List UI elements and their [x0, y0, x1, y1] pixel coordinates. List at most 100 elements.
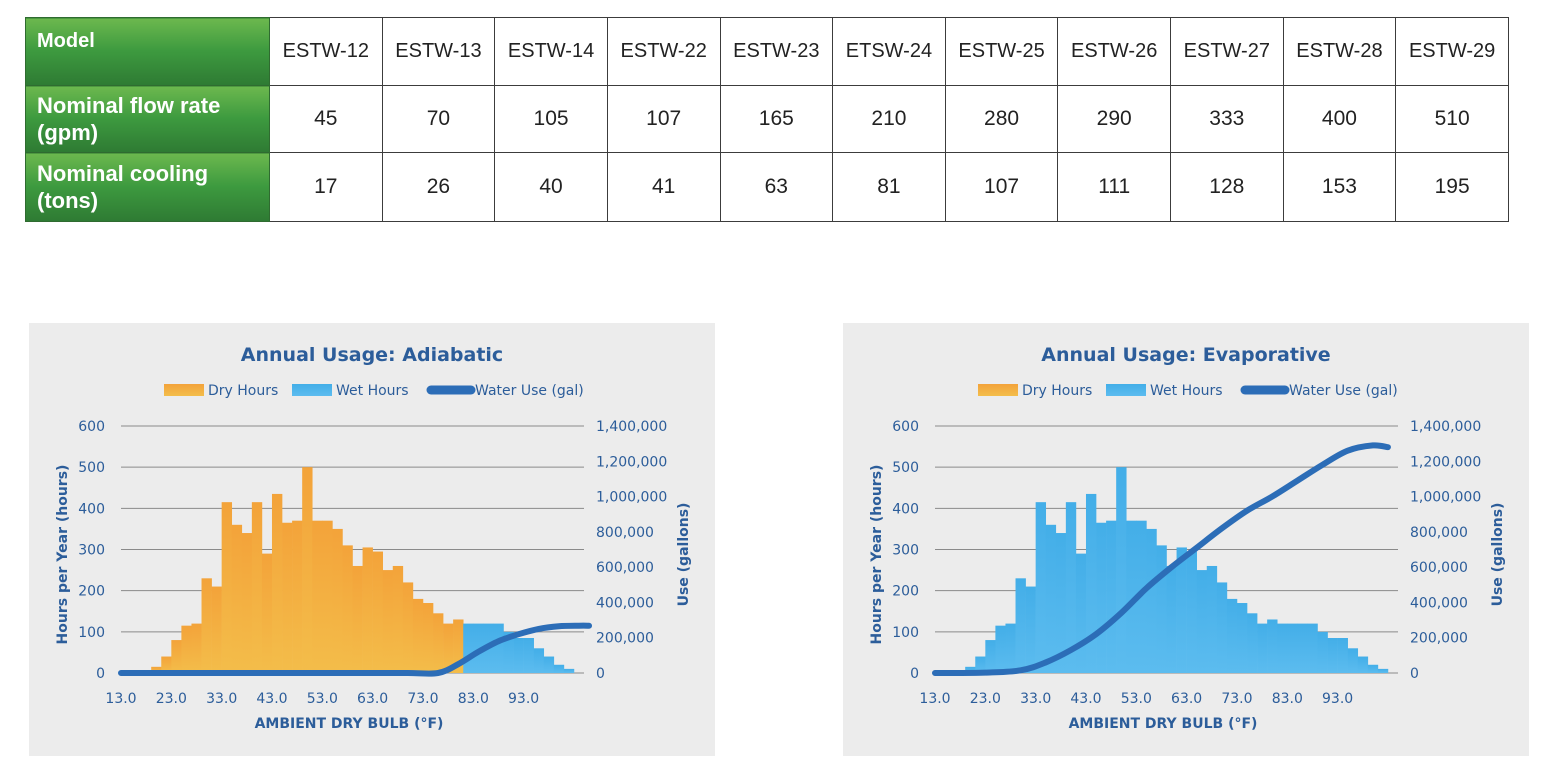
cooling-cell: 195	[1395, 152, 1509, 222]
model-cell: ETSW-24	[832, 17, 946, 86]
wet-hours-bar	[1025, 586, 1036, 673]
model-cell: ESTW-26	[1057, 17, 1171, 86]
dry-hours-bar	[443, 623, 454, 673]
dry-hours-bar	[231, 524, 243, 673]
dry-hours-bar	[251, 502, 263, 673]
y2-tick-label: 400,000	[1410, 595, 1468, 611]
y-tick-label: 0	[96, 666, 105, 682]
y2-tick-label: 0	[1410, 666, 1419, 682]
y-tick-label: 500	[892, 460, 919, 476]
y2-tick-label: 800,000	[596, 525, 654, 541]
wet-hours-bar	[1337, 638, 1348, 673]
wet-hours-bar	[1327, 638, 1338, 673]
x-tick-label: 93.0	[1322, 691, 1353, 707]
x-tick-label: 13.0	[919, 691, 950, 707]
dry-hours-bar	[433, 613, 444, 673]
legend-water-use: Water Use (gal)	[475, 383, 584, 399]
wet-hours-bar	[1005, 623, 1016, 673]
wet-hours-bar	[1247, 613, 1258, 673]
cooling-cell: 153	[1282, 152, 1397, 222]
dry-hours-bar	[382, 570, 394, 673]
wet-hours-bar	[1347, 648, 1359, 673]
y2-axis-label: Use (gallons)	[676, 503, 692, 607]
y2-tick-label: 600,000	[1410, 560, 1468, 576]
cooling-cell: 63	[719, 152, 834, 222]
wet-hours-bar	[1096, 522, 1107, 673]
model-cell: ESTW-13	[381, 17, 496, 86]
dry-hours-bar	[221, 502, 233, 673]
dry-hours-bar	[362, 547, 373, 673]
wet-hours-bar	[533, 648, 545, 673]
legend-wet-hours: Wet Hours	[336, 383, 409, 399]
chart-adiabatic: Annual Usage: Adiabatic Dry Hours Wet Hour…	[29, 323, 715, 756]
x-tick-label: 73.0	[407, 691, 438, 707]
wet-hours-bar	[1226, 598, 1238, 673]
wet-hours-bar	[1287, 623, 1298, 673]
wet-hours-bar	[1055, 533, 1067, 673]
flow-rate-cell: 280	[944, 85, 1059, 153]
wet-hours-bar	[493, 623, 504, 673]
wet-hours-bar	[543, 656, 555, 673]
wet-hours-bar	[1085, 493, 1097, 673]
wet-hours-bar	[1156, 545, 1167, 673]
chart-title: Annual Usage: Adiabatic	[241, 344, 503, 366]
chart-evaporative-svg: Annual Usage: Evaporative Dry Hours Wet Ho…	[869, 344, 1506, 732]
x-tick-label: 83.0	[1272, 691, 1303, 707]
row-header-flow-rate: Nominal flow rate (gpm)	[25, 85, 270, 153]
cooling-cell: 40	[494, 152, 608, 222]
dry-hours-bar	[261, 553, 273, 673]
dry-hours-bar	[402, 582, 414, 673]
dry-hours-bar	[201, 578, 212, 673]
x-tick-label: 43.0	[1070, 691, 1101, 707]
wet-hours-bar	[1206, 565, 1218, 673]
wet-hours-bar	[1377, 668, 1389, 673]
model-specs-table: Model ESTW-12 ESTW-13 ESTW-14 ESTW-22 ES…	[25, 17, 1509, 222]
wet-hours-bar	[1176, 547, 1187, 673]
dry-hours-bar	[292, 520, 303, 673]
wet-hours-bar	[1277, 623, 1288, 673]
flow-rate-cell: 165	[719, 85, 834, 153]
dry-hours-bar	[342, 545, 353, 673]
legend-dry-hours: Dry Hours	[1022, 383, 1092, 399]
flow-rate-cell: 70	[381, 85, 496, 153]
dry-hours-bar	[322, 520, 333, 673]
wet-hours-bar	[985, 640, 996, 673]
wet-hours-bar	[513, 638, 524, 673]
cooling-cell: 41	[606, 152, 721, 222]
wet-hours-bar	[965, 666, 976, 673]
wet-hours-bar	[1035, 502, 1047, 673]
wet-hours-bar	[1236, 603, 1248, 673]
dry-hours-bar	[171, 640, 182, 673]
dry-hours-bar	[181, 625, 192, 673]
x-tick-label: 53.0	[307, 691, 338, 707]
dry-hours-bar	[422, 603, 434, 673]
y2-tick-label: 1,400,000	[1410, 419, 1481, 435]
y2-tick-label: 1,200,000	[1410, 454, 1481, 470]
dry-hours-bar	[241, 533, 253, 673]
cooling-cell: 111	[1057, 152, 1171, 222]
x-tick-label: 23.0	[156, 691, 187, 707]
legend-wet-hours-swatch	[1106, 384, 1146, 396]
water-use-line	[118, 622, 593, 677]
x-tick-label: 43.0	[256, 691, 287, 707]
table-row-cooling: Nominal cooling (tons) 17 26 40 41 63 81…	[25, 152, 1509, 222]
model-cell: ESTW-14	[494, 17, 608, 86]
y-tick-label: 600	[78, 419, 105, 435]
chart-adiabatic-svg: Annual Usage: Adiabatic Dry Hours Wet Hour…	[55, 344, 692, 732]
x-tick-label: 83.0	[458, 691, 489, 707]
wet-hours-bar	[1106, 520, 1117, 673]
dry-hours-bar	[352, 565, 363, 673]
dry-hours-bar	[302, 467, 313, 673]
wet-hours-bar	[563, 668, 575, 673]
wet-hours-bar	[975, 656, 986, 673]
legend-dry-hours-swatch	[978, 384, 1018, 396]
flow-rate-cell: 210	[832, 85, 946, 153]
wet-hours-bar	[553, 664, 565, 673]
wet-hours-bar	[463, 623, 474, 673]
wet-hours-bar	[1297, 623, 1308, 673]
y-axis-label: Hours per Year (hours)	[55, 465, 71, 645]
model-cell: ESTW-22	[606, 17, 721, 86]
cooling-cell: 17	[269, 152, 383, 222]
model-cell: ESTW-28	[1282, 17, 1397, 86]
x-tick-label: 13.0	[105, 691, 136, 707]
